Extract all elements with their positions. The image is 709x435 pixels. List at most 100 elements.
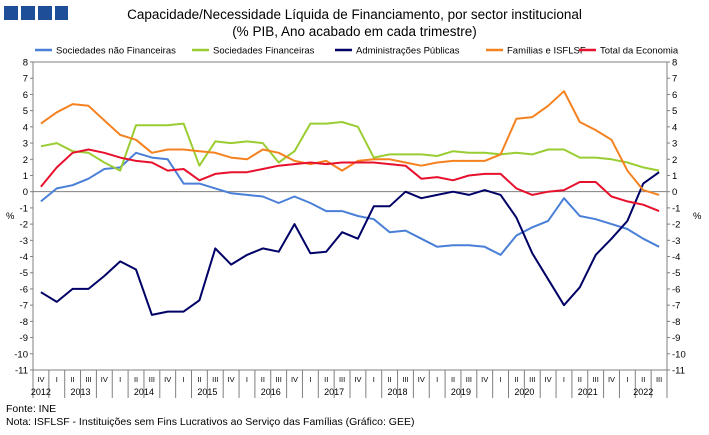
x-quarter-label: II: [451, 375, 455, 384]
series-5: [40, 148, 660, 213]
x-year-label: 2022: [633, 387, 653, 397]
y-tick-label-left: -10: [14, 349, 28, 360]
x-quarter-label: III: [212, 375, 218, 384]
chart-title-line-2: (% PIB, Ano acabado em cada trimestre): [232, 24, 477, 39]
y-tick-label-left: 6: [23, 90, 28, 101]
x-year-label: 2018: [388, 387, 408, 397]
y-tick-label-left: -1: [20, 203, 28, 214]
y-tick-label-right: 0: [672, 187, 677, 198]
chart-legend: Sociedades não Financeiras Sociedades Fin…: [35, 46, 679, 57]
y-tick-label-left: -2: [20, 220, 28, 231]
y-tick-label-right: 4: [672, 122, 677, 133]
y-tick-label-left: -8: [20, 317, 28, 328]
x-quarter-label: IV: [418, 375, 425, 384]
y-tick-label-right: 8: [672, 58, 677, 69]
y-tick-label-left: 4: [23, 122, 28, 133]
x-year-label: 2013: [71, 387, 91, 397]
legend-label: Sociedades Financeiras: [213, 46, 315, 57]
series-line: [40, 151, 660, 256]
x-quarter-label: II: [641, 375, 645, 384]
x-quarter-label: I: [309, 375, 311, 384]
y-tick-label-right: -11: [672, 366, 685, 377]
y-axis-right: 8 7 6 5 4 3 2 1 0 -1 -2 -3 -4 -5 -6 -7 -8 -9 -10 -11: [667, 58, 686, 377]
x-quarter-label: I: [436, 375, 438, 384]
x-quarter-label: I: [183, 375, 185, 384]
series-line: [40, 90, 660, 196]
y-tick-label-left: 1: [23, 171, 28, 182]
x-quarter-label: IV: [101, 375, 108, 384]
source-note: Fonte: INE: [6, 403, 57, 415]
series-line: [40, 171, 660, 316]
y-tick-label-left: -11: [15, 366, 28, 377]
x-year-label: 2017: [324, 387, 344, 397]
y-tick-label-right: -2: [672, 220, 680, 231]
y-axis-left: 8 7 6 5 4 3 2 1 0 -1 -2 -3 -4 -5 -6 -7 -8 -9 -10 -11: [14, 58, 33, 377]
chart-title: Capacidade/Necessidade Líquida de Financ…: [0, 6, 709, 40]
x-quarter-label: II: [197, 375, 201, 384]
y-tick-label-left: 5: [23, 106, 28, 117]
legend-label: Sociedades não Financeiras: [56, 46, 176, 57]
x-quarter-label: IV: [164, 375, 171, 384]
x-quarter-label: II: [514, 375, 518, 384]
x-quarter-label: III: [402, 375, 408, 384]
y-tick-label-right: -3: [672, 236, 680, 247]
x-quarter-label: I: [500, 375, 502, 384]
x-quarter-label: III: [593, 375, 599, 384]
x-quarter-label: I: [119, 375, 121, 384]
x-year-label: 2014: [134, 387, 154, 397]
y-tick-label-left: 7: [23, 74, 28, 85]
series-line: [40, 148, 660, 213]
x-quarter-label: II: [388, 375, 392, 384]
series-3: [40, 171, 660, 316]
y-tick-label-right: 1: [672, 171, 677, 182]
y-tick-label-left: 2: [23, 155, 28, 166]
x-year-label: 2020: [514, 387, 534, 397]
legend-label: Total da Economia: [600, 46, 679, 57]
y-tick-label-right: -7: [672, 301, 680, 312]
y-tick-label-right: 3: [672, 139, 677, 150]
y-tick-label-right: -10: [672, 349, 686, 360]
y-tick-label-right: -5: [672, 268, 680, 279]
y-tick-label-left: -5: [20, 268, 28, 279]
x-axis: IV I II III IV I II III IV I II III IV I II III IV I II III…: [31, 370, 668, 398]
y-tick-label-right: 7: [672, 74, 677, 85]
series-2: [40, 121, 660, 172]
x-quarter-label: II: [261, 375, 265, 384]
x-quarter-label: III: [656, 375, 662, 384]
x-quarter-label: IV: [37, 375, 44, 384]
y-tick-label-left: -9: [20, 333, 28, 344]
y-tick-label-right: 2: [672, 155, 677, 166]
x-quarter-label: II: [71, 375, 75, 384]
abbreviation-note: Nota: ISFLSF - Instituições sem Fins Luc…: [6, 416, 415, 428]
y-tick-label-right: -1: [672, 203, 680, 214]
x-quarter-label: IV: [481, 375, 488, 384]
series-layer: [40, 90, 660, 316]
x-quarter-label: I: [563, 375, 565, 384]
y-tick-label-right: -9: [672, 333, 680, 344]
series-4: [40, 90, 660, 196]
x-quarter-label: IV: [291, 375, 298, 384]
x-quarter-label: III: [85, 375, 91, 384]
footnotes: Fonte: INE Nota: ISFLSF - Instituições s…: [6, 403, 414, 429]
x-quarter-label: III: [276, 375, 282, 384]
gee-logo: [4, 6, 68, 25]
x-year-label: 2016: [261, 387, 281, 397]
x-quarter-label: IV: [228, 375, 235, 384]
x-quarter-label: I: [56, 375, 58, 384]
x-quarter-label: IV: [608, 375, 615, 384]
y-tick-label-left: -6: [20, 284, 28, 295]
y-tick-label-left: -3: [20, 236, 28, 247]
x-quarter-label: II: [134, 375, 138, 384]
y-tick-label-right: -6: [672, 284, 680, 295]
chart-title-line-1: Capacidade/Necessidade Líquida de Financ…: [127, 7, 582, 22]
logo-squares-icon: [4, 6, 68, 20]
x-quarter-label: III: [529, 375, 535, 384]
line-chart: Sociedades não Financeiras Sociedades Fin…: [6, 46, 702, 398]
legend-label: Famílias e ISFLSF: [507, 46, 586, 57]
y-tick-label-left: -7: [20, 301, 28, 312]
x-quarter-label: IV: [354, 375, 361, 384]
x-quarter-label: III: [466, 375, 472, 384]
y-tick-label-right: -8: [672, 317, 680, 328]
y-tick-label-right: -4: [672, 252, 680, 263]
x-year-label: 2015: [197, 387, 217, 397]
